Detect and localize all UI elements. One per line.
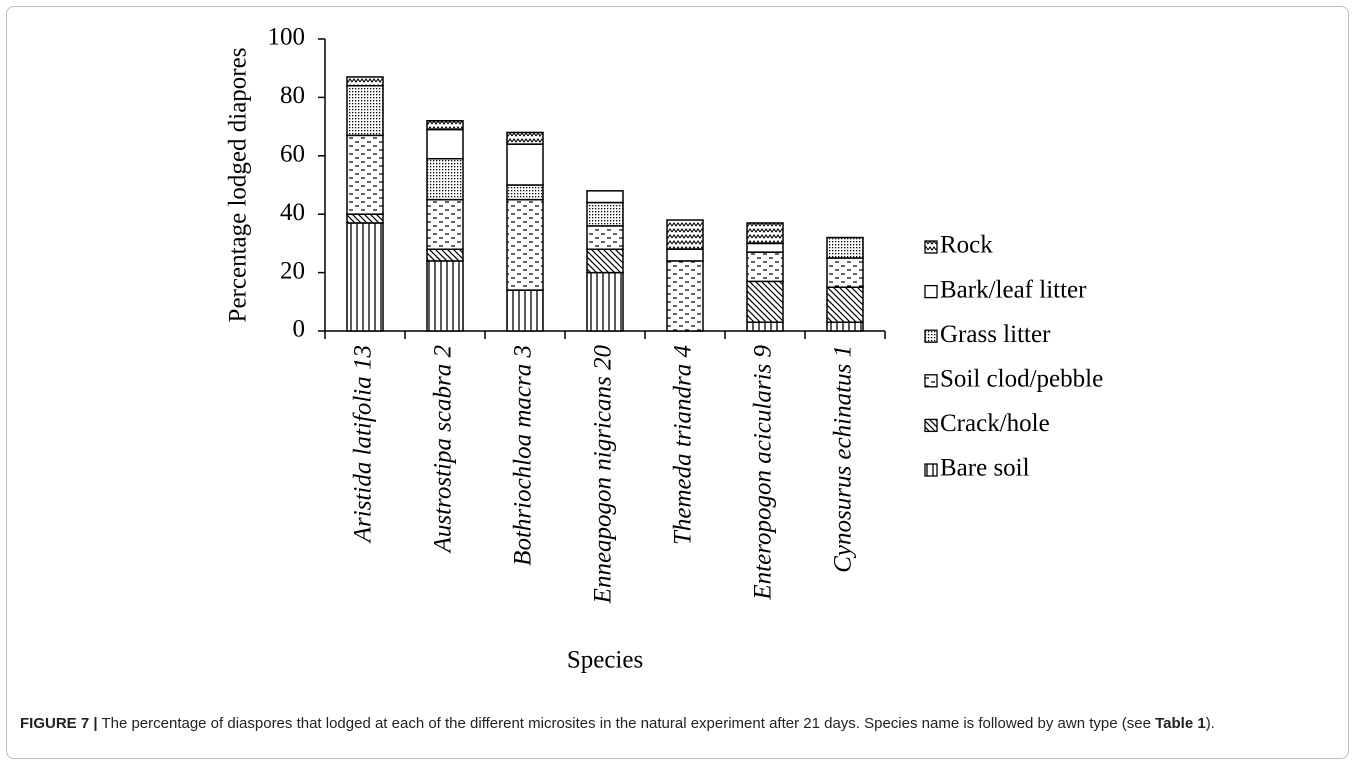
bar-segment	[826, 236, 864, 259]
bar-segment	[506, 289, 544, 332]
bar-segment	[666, 248, 704, 262]
x-tick-label: Enteropogon acicularis 9	[750, 345, 777, 601]
bar-segment	[746, 222, 784, 245]
bar-segment	[506, 198, 544, 291]
x-tick-label: Themeda triandra 4	[670, 345, 697, 545]
bar-segment	[586, 201, 624, 227]
legend-label: Bare soil	[940, 455, 1030, 482]
chart: Percentage lodged diapores Species 0 20 40…	[225, 24, 1103, 674]
caption-ref: Table 1	[1155, 715, 1206, 732]
bar-segment	[746, 321, 784, 332]
y-axis-title: Percentage lodged diapores	[225, 48, 252, 323]
bar-segment	[426, 198, 464, 250]
bar-segment	[346, 76, 384, 87]
bar-segment	[826, 321, 864, 332]
bar-segment	[586, 190, 624, 204]
legend-label: Rock	[940, 232, 993, 259]
y-tick-label: 80	[280, 82, 305, 109]
legend-swatch	[924, 240, 938, 254]
bar-segment	[746, 251, 784, 283]
bar-segment	[826, 257, 864, 288]
legend-swatch	[924, 374, 938, 388]
legend-label: Grass litter	[940, 321, 1051, 348]
x-tick-label: Austrostipa scabra 2	[430, 345, 457, 554]
caption-end: ).	[1205, 715, 1215, 732]
y-tick-label: 100	[268, 24, 306, 51]
bar-segment	[586, 271, 624, 332]
y-tick-label: 60	[280, 141, 305, 168]
bar-segment	[426, 128, 464, 160]
legend-label: Bark/leaf litter	[940, 276, 1087, 303]
bar-segment	[346, 222, 384, 332]
bar-segment	[426, 120, 464, 131]
bar-segment	[586, 225, 624, 250]
x-tick-label: Aristida latifolia 13	[350, 345, 377, 544]
legend-label: Crack/hole	[940, 410, 1050, 437]
bar-segment	[426, 260, 464, 332]
bar-segment	[346, 84, 384, 137]
x-tick-label: Bothriochloa macra 3	[510, 345, 537, 566]
bar-segment	[506, 131, 544, 145]
legend-swatch	[924, 418, 938, 433]
figure-frame	[6, 6, 1349, 759]
bar-segment	[746, 280, 784, 323]
y-tick-label: 0	[293, 316, 306, 343]
x-axis-title: Species	[567, 647, 643, 674]
y-tick-label: 40	[280, 199, 305, 226]
bar-segment	[826, 286, 864, 323]
bar-segment	[746, 242, 784, 253]
legend-label: Soil clod/pebble	[940, 366, 1103, 393]
x-tick-label: Cynosurus echinatus 1	[830, 345, 857, 573]
bar-segment	[586, 248, 624, 274]
bar-segment	[346, 134, 384, 215]
bar-segment	[506, 184, 544, 201]
bar-segment	[666, 260, 704, 332]
bar-segment	[506, 143, 544, 186]
legend-swatch	[924, 284, 938, 299]
x-tick-label: Enneapogon nigricans 20	[590, 345, 617, 605]
bar-segment	[426, 157, 464, 201]
caption: FIGURE 7 | The percentage of diaspores t…	[20, 712, 1320, 736]
y-tick-label: 20	[280, 257, 305, 284]
caption-text: The percentage of diaspores that lodged …	[97, 715, 1156, 732]
legend-swatch	[924, 329, 938, 343]
bar-segment	[666, 219, 704, 250]
bar-segment	[346, 213, 384, 224]
legend-swatch	[924, 463, 938, 477]
bar-segment	[426, 248, 464, 262]
caption-label: FIGURE 7 |	[20, 715, 98, 732]
